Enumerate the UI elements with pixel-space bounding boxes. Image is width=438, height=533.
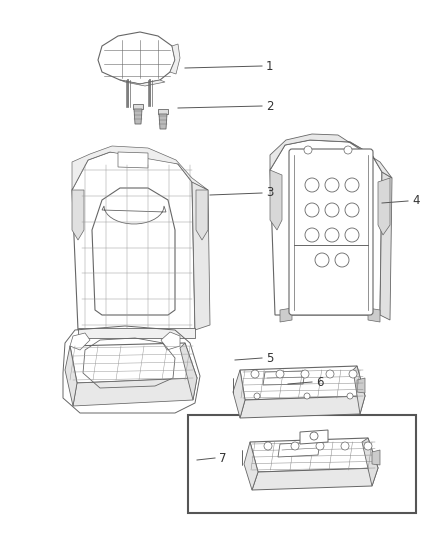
- Circle shape: [291, 442, 299, 450]
- Polygon shape: [244, 442, 258, 490]
- Circle shape: [326, 370, 334, 378]
- Text: 7: 7: [219, 451, 226, 464]
- Polygon shape: [180, 343, 197, 400]
- Polygon shape: [192, 182, 210, 330]
- Polygon shape: [118, 152, 148, 168]
- Polygon shape: [353, 366, 365, 414]
- Polygon shape: [73, 378, 197, 406]
- Polygon shape: [270, 170, 282, 230]
- Polygon shape: [196, 190, 208, 240]
- Text: 3: 3: [266, 187, 273, 199]
- Polygon shape: [250, 438, 378, 472]
- Circle shape: [341, 442, 349, 450]
- Circle shape: [251, 370, 259, 378]
- Polygon shape: [78, 328, 195, 338]
- Circle shape: [305, 203, 319, 217]
- Polygon shape: [159, 114, 167, 129]
- Circle shape: [345, 203, 359, 217]
- Polygon shape: [368, 308, 380, 322]
- Polygon shape: [98, 32, 175, 84]
- Text: 1: 1: [266, 60, 273, 72]
- Polygon shape: [372, 450, 380, 465]
- Circle shape: [276, 370, 284, 378]
- Polygon shape: [70, 333, 90, 350]
- Circle shape: [325, 203, 339, 217]
- Circle shape: [335, 253, 349, 267]
- Circle shape: [304, 393, 310, 399]
- Polygon shape: [72, 152, 195, 330]
- Polygon shape: [72, 146, 208, 190]
- Circle shape: [254, 393, 260, 399]
- Circle shape: [315, 253, 329, 267]
- Polygon shape: [158, 109, 168, 114]
- Circle shape: [344, 146, 352, 154]
- Circle shape: [310, 432, 318, 440]
- Polygon shape: [65, 346, 77, 406]
- Polygon shape: [252, 468, 378, 490]
- Circle shape: [325, 178, 339, 192]
- Polygon shape: [270, 140, 382, 315]
- Circle shape: [316, 442, 324, 450]
- Polygon shape: [170, 44, 180, 74]
- Polygon shape: [120, 80, 165, 86]
- Circle shape: [305, 228, 319, 242]
- Text: 6: 6: [316, 376, 324, 389]
- Text: 2: 2: [266, 100, 273, 112]
- Polygon shape: [161, 332, 180, 350]
- Circle shape: [345, 228, 359, 242]
- Polygon shape: [357, 378, 365, 393]
- Polygon shape: [280, 308, 292, 322]
- Polygon shape: [72, 190, 84, 240]
- Polygon shape: [300, 430, 328, 444]
- Polygon shape: [70, 343, 197, 383]
- Circle shape: [347, 393, 353, 399]
- Text: 5: 5: [266, 351, 273, 365]
- Circle shape: [349, 370, 357, 378]
- Polygon shape: [134, 109, 142, 124]
- Circle shape: [264, 442, 272, 450]
- Polygon shape: [378, 178, 390, 235]
- Polygon shape: [278, 442, 320, 457]
- Circle shape: [325, 228, 339, 242]
- Circle shape: [345, 178, 359, 192]
- Polygon shape: [240, 366, 365, 400]
- Polygon shape: [362, 438, 378, 486]
- Polygon shape: [133, 104, 143, 109]
- FancyBboxPatch shape: [289, 149, 373, 315]
- Circle shape: [304, 146, 312, 154]
- Bar: [188, 415, 416, 513]
- Polygon shape: [380, 172, 392, 320]
- Polygon shape: [240, 396, 365, 418]
- Circle shape: [301, 370, 309, 378]
- Polygon shape: [233, 370, 245, 418]
- Polygon shape: [263, 371, 305, 385]
- Circle shape: [305, 178, 319, 192]
- Polygon shape: [270, 134, 392, 178]
- Text: 4: 4: [412, 195, 420, 207]
- Circle shape: [364, 442, 372, 450]
